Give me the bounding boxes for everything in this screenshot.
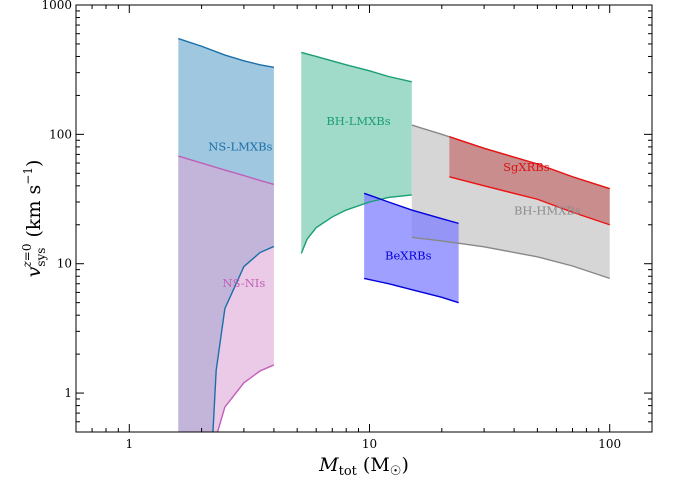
y-tick-label: 10 [57,257,72,271]
ns-nis-lower-line [216,364,275,432]
x-tick-label: 1 [125,437,133,451]
sgxrbs-lower-line [449,176,610,226]
y-tick-label: 1000 [41,0,72,12]
axes-frame [75,4,653,433]
bh-lmxbs-label: BH-LMXBs [326,114,390,128]
ns-lmxbs-upper-line [178,37,275,68]
ns-nis-upper-line [178,155,275,186]
ns-nis-region [178,156,274,432]
x-axis-title: Mtot (M☉) [318,454,409,479]
ns-lmxbs-label: NS-LMXBs [208,140,272,154]
region-labels-layer: NS-LMXBs NS-NIs BH-LMXBs BH-HMXBs BeXRBs SgXR… [208,114,581,290]
x-tick-label: 10 [362,437,377,451]
bh-hmxbs-label: BH-HMXBs [514,204,581,218]
bexrbs-upper-line [363,192,459,225]
bexrbs-label: BeXRBs [385,248,432,262]
sgxrbs-region [449,136,610,225]
axis-titles-layer: Mtot (M☉) vsysz=0 (km s−1) [20,160,409,479]
tick-labels-layer: 1 10 100 1 10 100 1000 [41,0,621,451]
sgxrbs-upper-line [449,135,610,190]
y-axis-title: vsysz=0 (km s−1) [20,160,48,278]
y-tick-label: 1 [64,386,72,400]
outlines-layer [178,37,610,432]
ns-nis-label: NS-NIs [223,276,266,290]
bh-lmxbs-lower-line [300,194,412,254]
bh-hmxbs-lower-line [411,236,610,280]
plot-frame [75,4,653,433]
bexrbs-region [364,193,459,303]
y-tick-label: 100 [49,127,72,141]
regions-layer [178,38,610,432]
ns-lmxbs-lower-line [212,245,275,432]
sgxrbs-label: SgXRBs [503,160,550,174]
bh-lmxbs-region [301,52,412,254]
x-tick-label: 100 [598,437,621,451]
ticks-layer [75,4,652,432]
bh-lmxbs-upper-line [301,51,412,83]
bexrbs-lower-line [363,277,459,304]
